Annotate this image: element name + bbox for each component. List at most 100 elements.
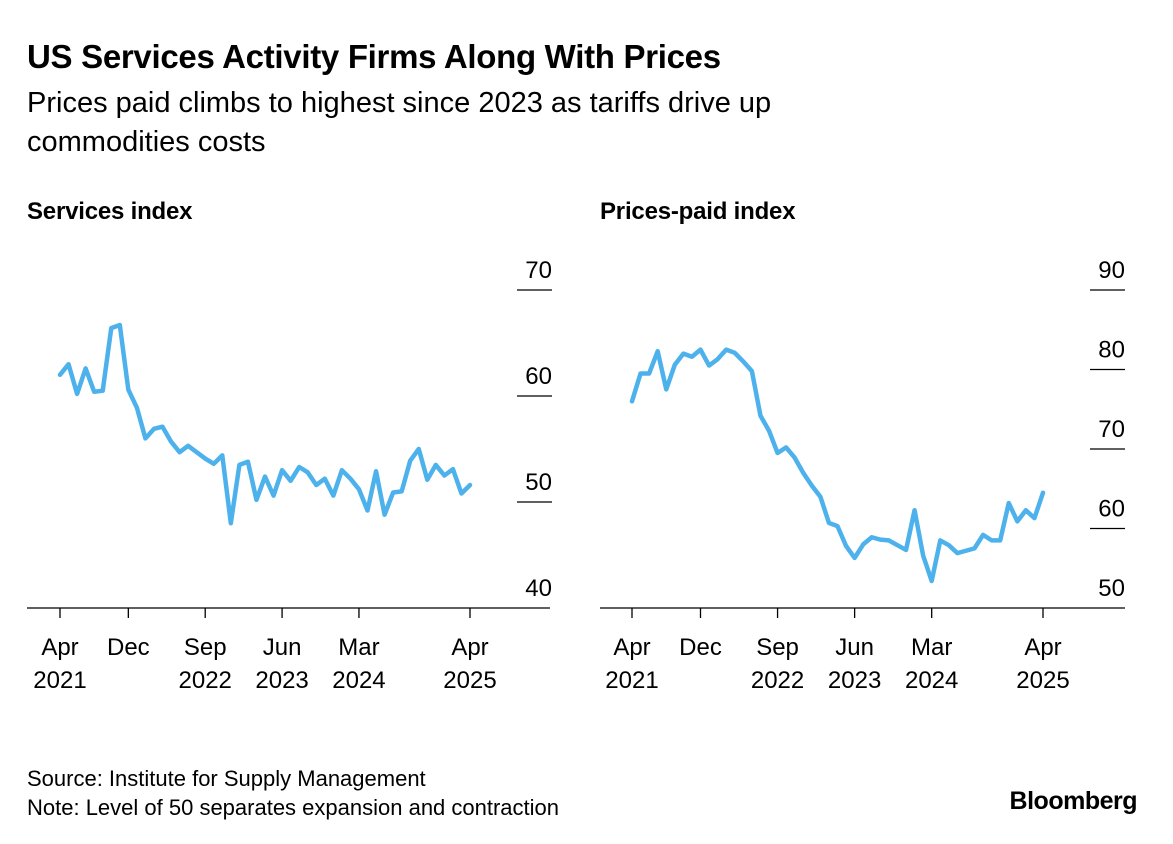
prices-data-point [810, 484, 814, 488]
services-ytick-label-70: 70 [525, 257, 552, 284]
services-data-point [263, 475, 267, 479]
prices-xtick-label-4: Mar 2024 [905, 634, 958, 694]
services-data-point [306, 470, 310, 474]
prices-data-point [733, 351, 737, 355]
prices-data-point [870, 535, 874, 539]
services-data-point [451, 467, 455, 471]
services-data-point [357, 487, 361, 491]
prices-data-point [930, 579, 934, 583]
prices-data-point [656, 349, 660, 353]
services-data-point [58, 373, 62, 377]
prices-panel-title: Prices-paid index [600, 198, 796, 225]
services-data-point [186, 444, 190, 448]
prices-data-point [964, 549, 968, 553]
footer: Source: Institute for Supply Management … [27, 764, 559, 822]
services-data-point [348, 477, 352, 481]
prices-data-point [998, 538, 1002, 542]
prices-data-point [844, 544, 848, 548]
services-data-point [178, 450, 182, 454]
prices-data-point [1015, 519, 1019, 523]
prices-data-point [955, 551, 959, 555]
services-data-point [169, 440, 173, 444]
services-data-point [280, 468, 284, 472]
services-xtick-label-1: Dec [107, 634, 150, 661]
footnote: Note: Level of 50 separates expansion an… [27, 795, 560, 820]
services-data-point [408, 459, 412, 463]
prices-data-point [784, 445, 788, 449]
services-data-point [254, 498, 258, 502]
source-note: Source: Institute for Supply Management [27, 766, 426, 791]
prices-data-point [724, 348, 728, 352]
prices-ytick-label-90: 90 [1098, 257, 1125, 284]
prices-data-point [1041, 491, 1045, 495]
prices-data-point [887, 538, 891, 542]
services-data-point [161, 425, 165, 429]
services-data-point [246, 460, 250, 464]
prices-data-point [818, 495, 822, 499]
prices-data-point [861, 542, 865, 546]
prices-data-point [913, 508, 917, 512]
prices-data-point [1007, 501, 1011, 505]
prices-ytick-label-50: 50 [1098, 575, 1125, 602]
services-data-point [468, 483, 472, 487]
prices-data-point [750, 369, 754, 373]
prices-data-point [681, 352, 685, 356]
prices-xtick-label-2: Sep 2022 [751, 634, 804, 694]
chart-subtitle: Prices paid climbs to highest since 2023… [27, 87, 772, 158]
prices-xtick-label-1: Dec [679, 634, 722, 661]
prices-data-point [1032, 516, 1036, 520]
prices-data-point [973, 546, 977, 550]
services-data-point [434, 463, 438, 467]
services-data-point [374, 469, 378, 473]
prices-data-point [853, 556, 857, 560]
services-data-point [75, 392, 79, 396]
prices-data-point [904, 548, 908, 552]
prices-data-point [793, 456, 797, 460]
services-data-point [143, 436, 147, 440]
services-data-point [126, 388, 130, 392]
prices-data-point [836, 524, 840, 528]
prices-data-point [801, 471, 805, 475]
prices-data-point [741, 360, 745, 364]
services-ytick-label-50: 50 [525, 469, 552, 496]
prices-ytick-label-70: 70 [1098, 416, 1125, 443]
prices-data-point [827, 521, 831, 525]
services-data-point [417, 447, 421, 451]
prices-data-point [895, 543, 899, 547]
services-data-point [459, 492, 463, 496]
services-data-point [135, 406, 139, 410]
prices-data-point [716, 357, 720, 361]
prices-data-point [664, 387, 668, 391]
services-data-point [109, 326, 113, 330]
prices-data-point [630, 399, 634, 403]
services-data-point [400, 489, 404, 493]
services-data-point [323, 477, 327, 481]
prices-data-point [921, 554, 925, 558]
prices-series-line [629, 347, 1046, 584]
services-data-point [152, 427, 156, 431]
services-xtick-label-3: Jun 2023 [255, 634, 308, 694]
services-data-point [67, 362, 71, 366]
services-xtick-label-4: Mar 2024 [332, 634, 385, 694]
services-data-point [237, 463, 241, 467]
services-data-point [314, 483, 318, 487]
prices-data-point [707, 364, 711, 368]
services-xtick-label-0: Apr 2021 [33, 634, 86, 694]
services-xtick-label-5: Apr 2025 [443, 634, 496, 694]
prices-data-point [981, 533, 985, 537]
prices-data-point [647, 371, 651, 375]
services-data-point [340, 468, 344, 472]
services-data-point [84, 366, 88, 370]
prices-xtick-label-5: Apr 2025 [1016, 634, 1069, 694]
services-data-point [289, 479, 293, 483]
prices-ytick-label-60: 60 [1098, 496, 1125, 523]
prices-data-point [990, 538, 994, 542]
services-ytick-label-60: 60 [525, 363, 552, 390]
services-data-point [203, 457, 207, 461]
prices-xtick-label-0: Apr 2021 [605, 634, 658, 694]
services-data-point [442, 474, 446, 478]
services-data-point [101, 389, 105, 393]
bloomberg-logo: Bloomberg [1009, 787, 1138, 815]
services-xtick-label-2: Sep 2022 [179, 634, 232, 694]
